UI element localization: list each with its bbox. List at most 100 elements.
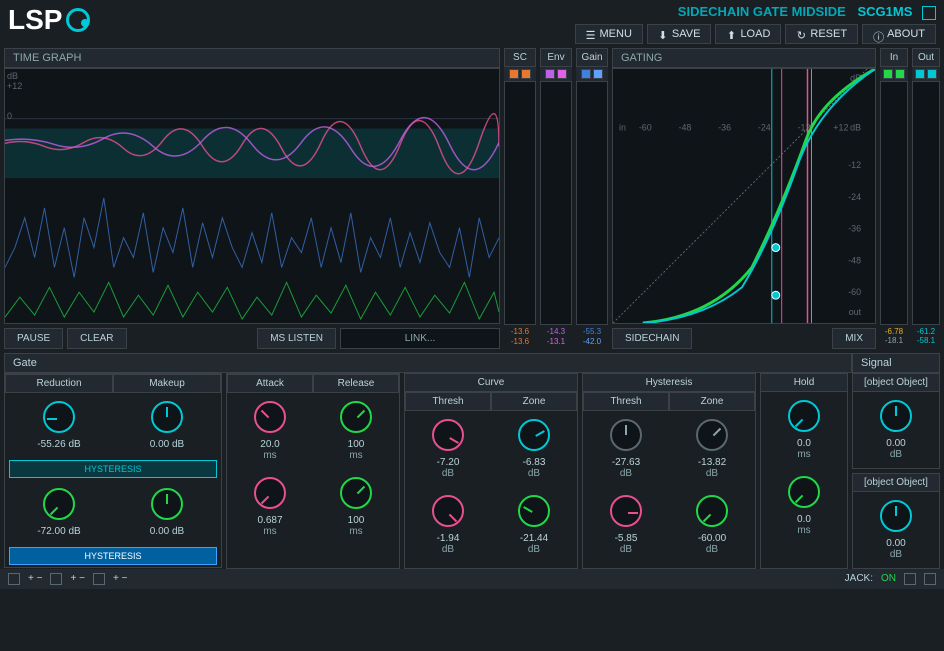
meters-section: SC -13.6 -13.6 Env bbox=[504, 48, 608, 349]
input-group: [object Object] 0.00 dB bbox=[852, 373, 940, 469]
curve-zone-knob-1[interactable] bbox=[518, 419, 550, 451]
y-48: -48 bbox=[848, 255, 861, 265]
save-icon: ⬇ bbox=[658, 29, 668, 39]
curve-thresh-knob-2[interactable] bbox=[432, 495, 464, 527]
settings-icon[interactable] bbox=[922, 6, 936, 20]
pause-button[interactable]: PAUSE bbox=[4, 328, 63, 349]
logo: LSP bbox=[8, 4, 90, 36]
attack-knob-2[interactable] bbox=[254, 477, 286, 509]
t-48: -48 bbox=[679, 122, 692, 132]
time-graph[interactable]: dB +12 0 bbox=[4, 68, 500, 324]
logo-text: LSP bbox=[8, 4, 62, 36]
hyst-zone-knob-1[interactable] bbox=[696, 419, 728, 451]
reduction-knob-1[interactable] bbox=[43, 401, 75, 433]
t-36: -36 bbox=[718, 122, 731, 132]
gating-graph[interactable]: dB in -60 -48 -36 -24 -12 +12 dB -12 -24… bbox=[612, 68, 876, 324]
about-label: ABOUT bbox=[887, 28, 925, 40]
env-ind-2[interactable] bbox=[557, 69, 567, 79]
makeup-v1: 0.00 dB bbox=[117, 439, 217, 450]
attack-knob-1[interactable] bbox=[254, 401, 286, 433]
save-button[interactable]: ⬇SAVE bbox=[647, 24, 712, 44]
env-ind-1[interactable] bbox=[545, 69, 555, 79]
in-v1: -6.78 bbox=[880, 327, 908, 337]
curve-header: Curve bbox=[405, 374, 577, 392]
curve-zone-u2: dB bbox=[495, 544, 573, 555]
clear-button[interactable]: CLEAR bbox=[67, 328, 126, 349]
hyst-thresh-knob-1[interactable] bbox=[610, 419, 642, 451]
y-12: -12 bbox=[848, 160, 861, 170]
release-u1: ms bbox=[317, 450, 395, 461]
curve-thresh-u2: dB bbox=[409, 544, 487, 555]
curve-zone-knob-2[interactable] bbox=[518, 495, 550, 527]
hysteresis-button-2[interactable]: HYSTERESIS bbox=[9, 547, 217, 565]
in-ind-2[interactable] bbox=[895, 69, 905, 79]
menu-button[interactable]: ☰MENU bbox=[575, 24, 643, 44]
in-ind-1[interactable] bbox=[883, 69, 893, 79]
out-ind-2[interactable] bbox=[927, 69, 937, 79]
gain-ind-1[interactable] bbox=[581, 69, 591, 79]
gating-svg: dB in -60 -48 -36 -24 -12 +12 dB -12 -24… bbox=[613, 69, 875, 323]
input-v: 0.00 bbox=[857, 438, 935, 449]
out-v2: -58.1 bbox=[912, 336, 940, 346]
load-icon: ⬆ bbox=[726, 29, 736, 39]
reduction-header: Reduction bbox=[5, 374, 113, 393]
sc-meter bbox=[504, 81, 536, 326]
db-label: dB bbox=[7, 71, 22, 81]
out-meter bbox=[912, 81, 940, 325]
mix-button[interactable]: MIX bbox=[832, 328, 876, 349]
makeup-header: Makeup bbox=[113, 374, 221, 393]
curve-thresh-v1: -7.20 bbox=[409, 457, 487, 468]
curve-group: Curve Thresh Zone -7.20 dB -6.83 dB bbox=[404, 373, 578, 569]
hold-knob-1[interactable] bbox=[788, 400, 820, 432]
time-graph-svg bbox=[5, 69, 499, 323]
curve-thresh-knob-1[interactable] bbox=[432, 419, 464, 451]
plugin-code: SCG1MS bbox=[857, 4, 912, 19]
gating-title: GATING bbox=[612, 48, 876, 68]
ms-listen-button[interactable]: MS LISTEN bbox=[257, 328, 336, 349]
makeup-knob-2[interactable] bbox=[151, 488, 183, 520]
sc-ind-2[interactable] bbox=[521, 69, 531, 79]
footer-plus-2[interactable]: + − bbox=[70, 573, 84, 585]
hold-v1: 0.0 bbox=[765, 438, 843, 449]
hyst-zone-knob-2[interactable] bbox=[696, 495, 728, 527]
reset-button[interactable]: ↻RESET bbox=[785, 24, 858, 44]
footer-plus-3[interactable]: + − bbox=[113, 573, 127, 585]
input-knob[interactable] bbox=[880, 400, 912, 432]
about-button[interactable]: ⓘABOUT bbox=[862, 24, 936, 44]
hysteresis-header: Hysteresis bbox=[583, 374, 755, 392]
output-v: 0.00 bbox=[857, 538, 935, 549]
reset-label: RESET bbox=[810, 28, 847, 40]
release-knob-1[interactable] bbox=[340, 401, 372, 433]
footer-icon-2[interactable] bbox=[50, 573, 62, 585]
attack-u1: ms bbox=[231, 450, 309, 461]
sc-ind-1[interactable] bbox=[509, 69, 519, 79]
footer-icon-3[interactable] bbox=[93, 573, 105, 585]
release-knob-2[interactable] bbox=[340, 477, 372, 509]
menu-icon: ☰ bbox=[586, 29, 596, 39]
help-icon[interactable] bbox=[904, 573, 916, 585]
hold-knob-2[interactable] bbox=[788, 476, 820, 508]
gain-ind-2[interactable] bbox=[593, 69, 603, 79]
footer: + − + − + − JACK: ON bbox=[0, 569, 944, 589]
gate-section: Gate Signal Reduction Makeup -55.26 dB 0… bbox=[0, 353, 944, 569]
load-button[interactable]: ⬆LOAD bbox=[715, 24, 781, 44]
out-ind-1[interactable] bbox=[915, 69, 925, 79]
footer-icon-1[interactable] bbox=[8, 573, 20, 585]
hysteresis-button-1[interactable]: HYSTERESIS bbox=[9, 460, 217, 478]
output-group: [object Object] 0.00 dB bbox=[852, 473, 940, 569]
makeup-knob-1[interactable] bbox=[151, 401, 183, 433]
time-graph-title: TIME GRAPH bbox=[4, 48, 500, 68]
hyst-thresh-knob-2[interactable] bbox=[610, 495, 642, 527]
expand-icon[interactable] bbox=[924, 573, 936, 585]
jack-label: JACK: bbox=[845, 573, 873, 584]
output-knob[interactable] bbox=[880, 500, 912, 532]
gate-left: Reduction Makeup -55.26 dB 0.00 dB HYSTE… bbox=[4, 373, 222, 569]
attack-u2: ms bbox=[231, 526, 309, 537]
sidechain-button[interactable]: SIDECHAIN bbox=[612, 328, 692, 349]
link-display[interactable]: LINK... bbox=[340, 328, 500, 349]
graph-y-labels: dB +12 0 bbox=[7, 71, 22, 121]
plugin-title: SIDECHAIN GATE MIDSIDE bbox=[678, 4, 846, 19]
reduction-knob-2[interactable] bbox=[43, 488, 75, 520]
footer-plus-1[interactable]: + − bbox=[28, 573, 42, 585]
hyst-zone-v1: -13.82 bbox=[673, 457, 751, 468]
